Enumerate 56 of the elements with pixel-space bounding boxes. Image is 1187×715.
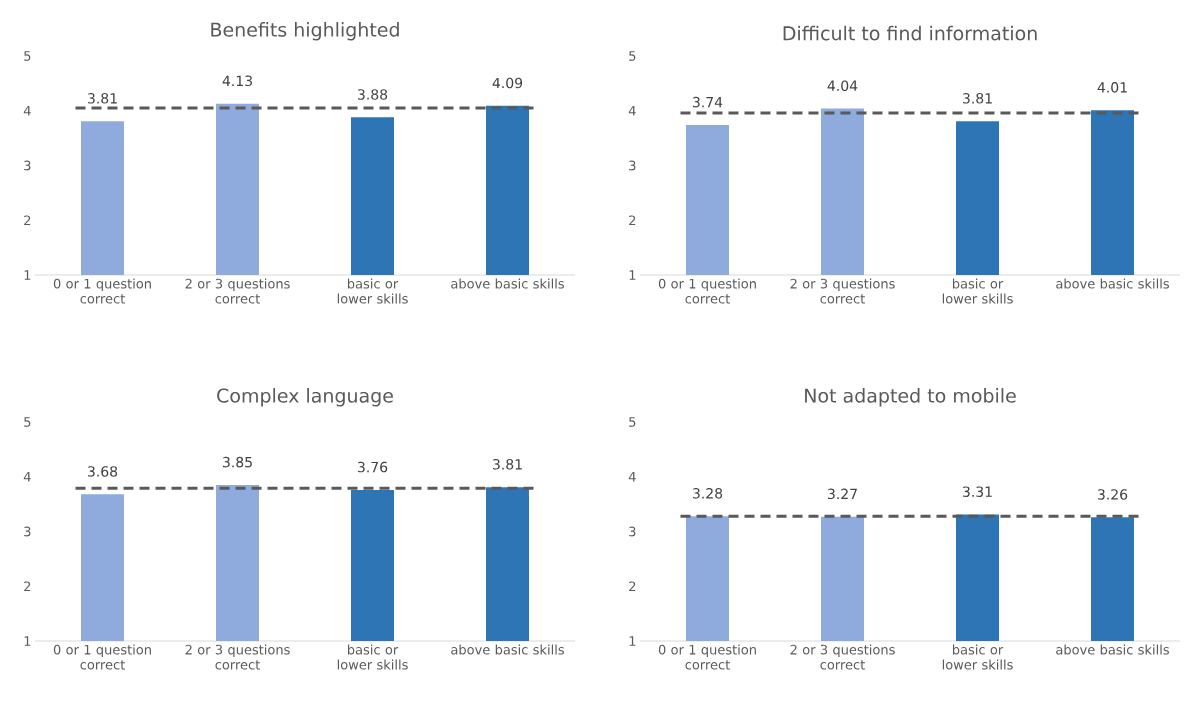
x-tick-label: above basic skills [1056, 644, 1169, 655]
y-tick-label: 1 [629, 636, 636, 646]
x-tick-label: 2 or 3 questions correct [790, 278, 895, 304]
chart-title: Complex language [217, 388, 393, 407]
y-tick-label: 5 [629, 51, 636, 61]
data-label: 3.74 [692, 96, 723, 108]
data-label: 4.13 [222, 75, 252, 87]
data-label: 3.27 [827, 488, 857, 500]
data-label: 3.31 [962, 486, 992, 497]
x-tick-label: 2 or 3 questions correct [185, 278, 290, 304]
y-tick-label: 3 [629, 160, 636, 171]
x-tick-label: basic or lower skills [942, 644, 1013, 670]
data-label: 3.26 [1097, 489, 1128, 500]
y-tick-label: 1 [629, 270, 636, 280]
y-tick-label: 4 [628, 106, 636, 116]
data-label: 3.81 [87, 93, 117, 104]
y-tick-label: 3 [24, 526, 31, 537]
y-tick-label: 3 [24, 160, 31, 171]
y-tick-label: 3 [629, 526, 636, 537]
x-tick-label: 2 or 3 questions correct [790, 644, 895, 670]
data-label: 3.85 [222, 456, 252, 468]
data-label: 3.88 [357, 89, 388, 100]
y-tick-label: 2 [24, 215, 31, 226]
y-tick-label: 4 [628, 472, 636, 482]
data-label: 3.28 [692, 488, 723, 499]
x-tick-label: basic or lower skills [337, 278, 408, 304]
y-tick-label: 5 [24, 417, 31, 427]
data-label: 3.68 [87, 466, 118, 477]
x-tick-label: above basic skills [451, 278, 564, 289]
data-label: 3.76 [357, 461, 388, 473]
x-tick-label: 0 or 1 question correct [658, 644, 756, 670]
y-tick-label: 4 [23, 106, 31, 116]
y-tick-label: 1 [24, 636, 31, 646]
y-tick-label: 2 [629, 215, 636, 226]
chart-title: Benefits highlighted [211, 22, 399, 41]
y-tick-label: 2 [24, 581, 31, 592]
x-tick-label: basic or lower skills [942, 278, 1013, 304]
chart-title: Difficult to find information [783, 25, 1037, 41]
y-tick-label: 5 [629, 417, 636, 427]
x-tick-label: basic or lower skills [337, 644, 408, 670]
y-tick-label: 5 [24, 51, 31, 61]
y-tick-label: 2 [629, 581, 636, 592]
x-tick-label: 0 or 1 question correct [53, 278, 151, 304]
chart-title: Not adapted to mobile [805, 388, 1016, 407]
x-tick-label: 0 or 1 question correct [658, 278, 756, 304]
x-tick-label: 0 or 1 question correct [53, 644, 151, 670]
data-label: 4.09 [492, 77, 523, 89]
y-tick-label: 4 [23, 472, 31, 482]
data-label: 3.81 [492, 459, 522, 470]
data-label: 3.81 [962, 93, 992, 104]
data-label: 4.01 [1097, 82, 1127, 93]
data-label: 4.04 [827, 80, 858, 92]
x-tick-label: above basic skills [1056, 278, 1169, 289]
y-tick-label: 1 [24, 270, 31, 280]
x-tick-label: 2 or 3 questions correct [185, 644, 290, 670]
x-tick-label: above basic skills [451, 644, 564, 655]
